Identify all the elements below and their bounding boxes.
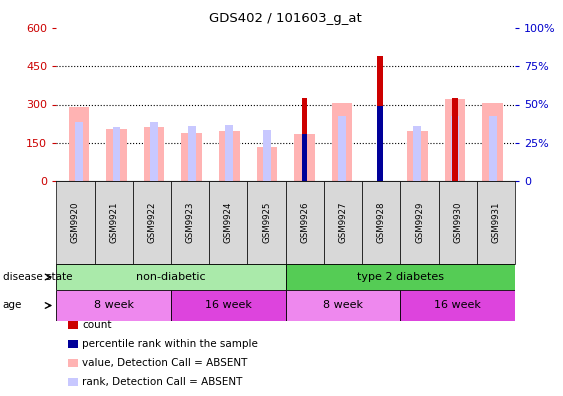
- Bar: [338, 116, 346, 181]
- Bar: [95, 181, 133, 264]
- Bar: [400, 290, 515, 321]
- Bar: [181, 133, 202, 181]
- Bar: [56, 181, 95, 264]
- Text: GSM9923: GSM9923: [186, 202, 195, 243]
- Bar: [445, 99, 465, 181]
- Text: value, Detection Call = ABSENT: value, Detection Call = ABSENT: [82, 358, 248, 368]
- Bar: [324, 181, 362, 264]
- Text: rank, Detection Call = ABSENT: rank, Detection Call = ABSENT: [82, 377, 243, 387]
- Text: GSM9926: GSM9926: [300, 202, 309, 243]
- Text: GSM9922: GSM9922: [148, 202, 157, 243]
- Bar: [171, 181, 209, 264]
- Text: disease state: disease state: [3, 272, 72, 282]
- Bar: [106, 129, 127, 181]
- Bar: [302, 98, 307, 181]
- Bar: [285, 181, 324, 264]
- Bar: [302, 134, 307, 181]
- Title: GDS402 / 101603_g_at: GDS402 / 101603_g_at: [209, 12, 362, 25]
- Bar: [489, 116, 497, 181]
- Text: GSM9925: GSM9925: [262, 202, 271, 243]
- Bar: [69, 107, 89, 181]
- Text: percentile rank within the sample: percentile rank within the sample: [82, 339, 258, 349]
- Bar: [482, 103, 503, 181]
- Bar: [413, 126, 421, 181]
- Bar: [133, 181, 171, 264]
- Text: GSM9920: GSM9920: [71, 202, 80, 243]
- Bar: [400, 181, 439, 264]
- Text: type 2 diabetes: type 2 diabetes: [357, 272, 444, 282]
- Bar: [144, 128, 164, 181]
- Bar: [75, 122, 83, 181]
- Text: GSM9929: GSM9929: [415, 202, 424, 243]
- Bar: [439, 181, 477, 264]
- Bar: [294, 134, 315, 181]
- Bar: [257, 147, 277, 181]
- Bar: [263, 130, 271, 181]
- Bar: [285, 290, 400, 321]
- Bar: [451, 116, 459, 181]
- Text: GSM9931: GSM9931: [491, 202, 501, 243]
- Text: GSM9921: GSM9921: [109, 202, 118, 243]
- Text: 16 week: 16 week: [434, 301, 481, 310]
- Text: 16 week: 16 week: [205, 301, 252, 310]
- Bar: [113, 128, 120, 181]
- Text: GSM9928: GSM9928: [377, 202, 386, 243]
- Text: GSM9927: GSM9927: [338, 202, 347, 243]
- Bar: [188, 126, 195, 181]
- Bar: [219, 131, 240, 181]
- Bar: [150, 122, 158, 181]
- Text: non-diabetic: non-diabetic: [136, 272, 206, 282]
- Text: GSM9924: GSM9924: [224, 202, 233, 243]
- Bar: [377, 106, 383, 181]
- Bar: [56, 290, 171, 321]
- Bar: [377, 56, 383, 181]
- Bar: [332, 103, 352, 181]
- Bar: [285, 264, 515, 290]
- Bar: [452, 98, 458, 181]
- Bar: [209, 181, 248, 264]
- Bar: [477, 181, 515, 264]
- Text: count: count: [82, 320, 111, 330]
- Bar: [407, 131, 428, 181]
- Bar: [171, 290, 285, 321]
- Bar: [56, 264, 285, 290]
- Bar: [362, 181, 400, 264]
- Bar: [225, 125, 233, 181]
- Text: GSM9930: GSM9930: [453, 202, 462, 243]
- Text: 8 week: 8 week: [323, 301, 363, 310]
- Bar: [248, 181, 285, 264]
- Text: age: age: [3, 301, 22, 310]
- Text: 8 week: 8 week: [93, 301, 133, 310]
